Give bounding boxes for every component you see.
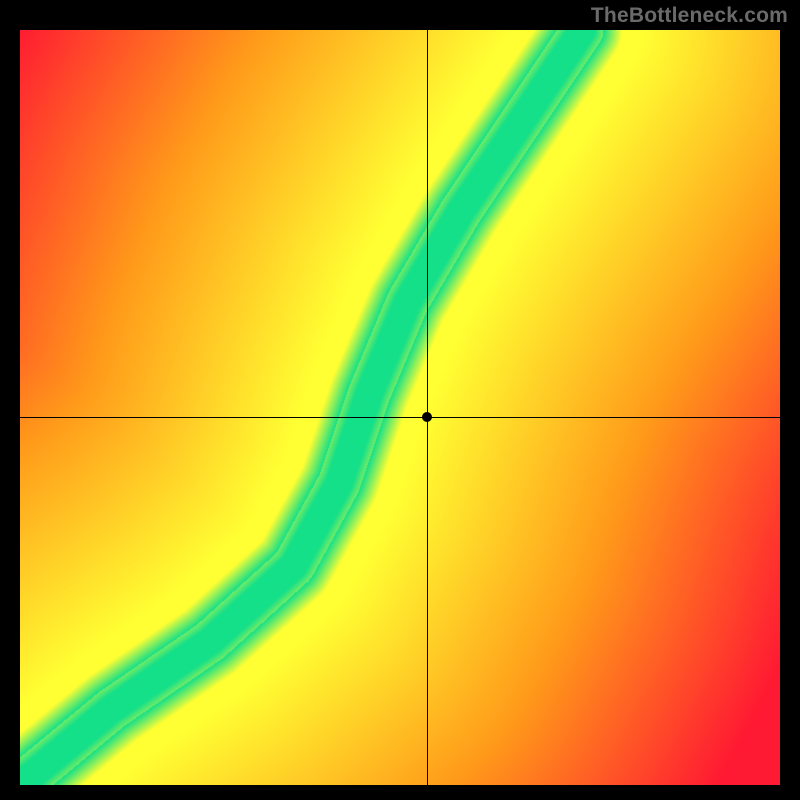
crosshair-vertical — [427, 30, 428, 785]
crosshair-marker — [422, 412, 432, 422]
watermark-text: TheBottleneck.com — [591, 4, 788, 28]
crosshair-horizontal — [20, 417, 780, 418]
heatmap-canvas — [20, 30, 780, 785]
heatmap-plot — [20, 30, 780, 785]
